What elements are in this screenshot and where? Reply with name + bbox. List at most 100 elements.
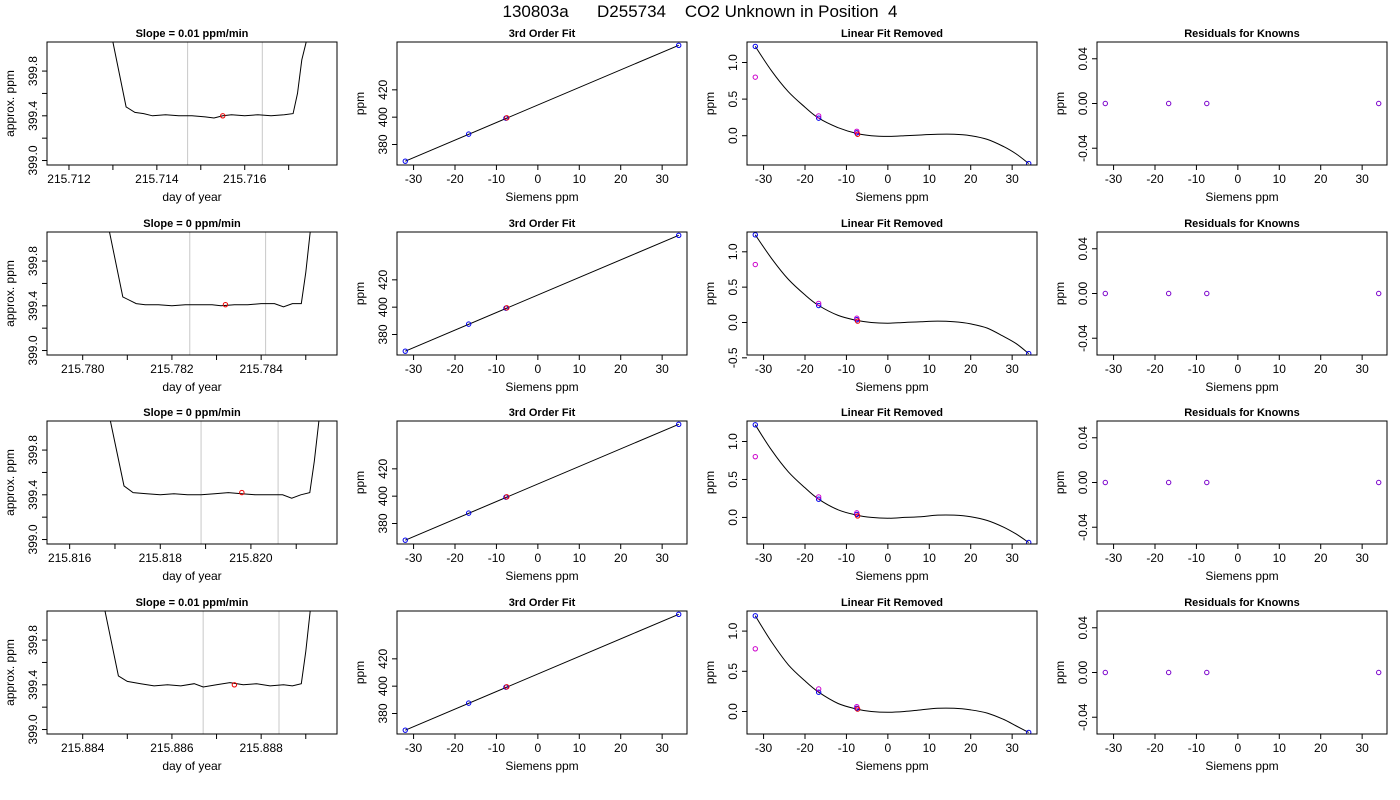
y-tick-label: 400	[376, 676, 390, 696]
x-tick-label: 215.784	[239, 362, 283, 376]
panel-title: Residuals for Knowns	[1184, 218, 1300, 230]
x-tick-label: 215.716	[223, 172, 267, 186]
y-tick-label: 420	[376, 459, 390, 479]
panel-10: 3rd Order Fit Siemens ppm ppm -30 -20 -10 0 10 2…	[353, 407, 688, 583]
plot-area	[402, 232, 682, 354]
panel-title: 3rd Order Fit	[509, 218, 576, 230]
x-tick-label: 0	[1235, 172, 1242, 186]
x-tick-label: 0	[535, 741, 542, 755]
y-tick-label: 420	[376, 649, 390, 669]
x-tick-label: 0	[535, 551, 542, 565]
y-tick-label: 420	[376, 270, 390, 290]
y-tick-label: 0.0	[726, 127, 740, 144]
panel-13: Slope = 0.01 ppm/min day of year approx. p…	[3, 597, 338, 773]
plot-area	[402, 421, 682, 543]
x-tick-label: -10	[1188, 362, 1206, 376]
y-tick-label: 399.4	[26, 100, 40, 130]
fit-line	[405, 44, 679, 162]
x-tick-label: 0	[885, 172, 892, 186]
x-tick-label: -10	[838, 741, 856, 755]
panel-title: Slope = 0 ppm/min	[143, 407, 241, 419]
y-tick-label: 1.0	[726, 433, 740, 450]
unknown-marker	[231, 682, 238, 688]
panel-4: Residuals for Knowns Siemens ppm ppm -30 -20…	[1053, 28, 1388, 204]
x-tick-label: -30	[755, 362, 773, 376]
x-tick-label: 20	[614, 172, 628, 186]
x-tick-label: 215.780	[61, 362, 105, 376]
plot-frame	[1096, 610, 1388, 735]
data-point	[676, 232, 682, 238]
x-tick-label: -30	[755, 551, 773, 565]
plot-area	[752, 422, 1032, 544]
x-tick-label: -10	[1188, 741, 1206, 755]
fit-curve	[754, 615, 1029, 733]
y-tick-label: 399.0	[26, 714, 40, 744]
plot-area	[112, 42, 307, 165]
x-tick-label: 30	[655, 551, 669, 565]
x-tick-label: -30	[405, 551, 423, 565]
x-tick-label: 30	[1355, 362, 1369, 376]
x-axis-label: Siemens ppm	[855, 190, 928, 204]
data-point	[504, 305, 510, 311]
plot-frame	[746, 610, 1038, 735]
x-tick-label: -20	[446, 741, 464, 755]
x-tick-label: -20	[446, 551, 464, 565]
unknown-marker	[222, 301, 229, 308]
panel-5: Slope = 0 ppm/min day of year approx. ppm 2…	[3, 218, 338, 394]
x-tick-label: 30	[1005, 741, 1019, 755]
data-point	[1376, 290, 1382, 297]
x-tick-label: -10	[488, 172, 506, 186]
data-point	[402, 158, 408, 164]
y-tick-label: 399.8	[26, 625, 40, 655]
panel-title: Linear Fit Removed	[841, 28, 943, 40]
y-tick-label: -0.04	[1076, 134, 1090, 162]
y-axis-label: approx. ppm	[3, 639, 17, 706]
x-tick-label: 30	[1005, 172, 1019, 186]
y-tick-label: 399.4	[26, 669, 40, 699]
data-point	[815, 115, 822, 121]
x-tick-label: 215.782	[150, 362, 194, 376]
panel-title: 3rd Order Fit	[509, 407, 576, 419]
y-axis-label: ppm	[703, 92, 717, 115]
y-tick-label: 420	[376, 80, 390, 100]
x-tick-label: 10	[923, 362, 937, 376]
y-axis-label: ppm	[353, 282, 367, 305]
x-tick-label: -20	[796, 741, 814, 755]
data-point	[676, 42, 682, 48]
panel-6: 3rd Order Fit Siemens ppm ppm -30 -20 -10 0 10 2…	[353, 218, 688, 394]
panel-title: 3rd Order Fit	[509, 28, 576, 40]
x-tick-label: 20	[964, 172, 978, 186]
y-axis-label: ppm	[1053, 661, 1067, 684]
panel-15: Linear Fit Removed Siemens ppm ppm -30 -20 -1…	[703, 597, 1038, 773]
y-axis-label: ppm	[353, 471, 367, 494]
data-point	[815, 496, 822, 502]
panel-9: Slope = 0 ppm/min day of year approx. ppm 2…	[3, 407, 338, 583]
x-tick-label: -30	[405, 172, 423, 186]
y-tick-label: 1.0	[726, 622, 740, 639]
y-tick-label: 0.04	[1076, 616, 1090, 640]
x-tick-label: 20	[614, 551, 628, 565]
series-line	[104, 611, 311, 688]
panel-1: Slope = 0.01 ppm/min day of year approx. p…	[3, 28, 338, 204]
y-tick-label: 1.0	[726, 243, 740, 260]
fit-curve	[754, 46, 1030, 164]
x-tick-label: 20	[964, 362, 978, 376]
y-tick-label: 0.0	[726, 314, 740, 331]
data-point	[854, 131, 861, 137]
x-tick-label: 10	[1273, 172, 1287, 186]
x-axis-label: Siemens ppm	[505, 569, 578, 583]
y-tick-label: -0.04	[1076, 703, 1090, 731]
data-point	[504, 494, 510, 500]
panel-title: Slope = 0.01 ppm/min	[136, 597, 249, 609]
data-point	[402, 537, 408, 543]
plot-area	[109, 421, 320, 544]
plot-frame	[1096, 420, 1388, 545]
y-tick-label: 399.8	[26, 56, 40, 86]
y-tick-label: -0.04	[1076, 513, 1090, 541]
x-tick-label: -20	[1146, 741, 1164, 755]
plot-area	[1102, 479, 1382, 486]
data-point	[854, 703, 860, 710]
y-tick-label: 0.04	[1076, 237, 1090, 261]
panel-16: Residuals for Knowns Siemens ppm ppm -30 -20…	[1053, 597, 1388, 773]
plot-frame	[1096, 231, 1388, 356]
